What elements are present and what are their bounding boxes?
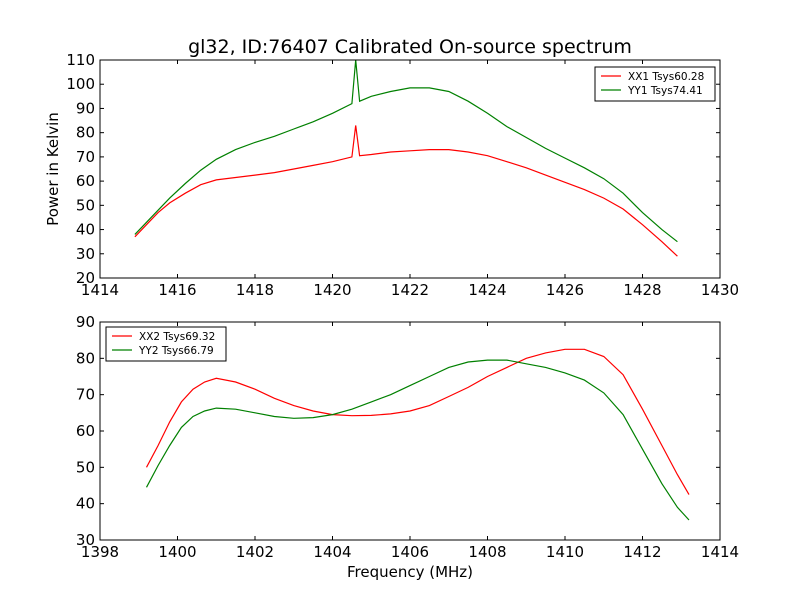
y-tick-label: 90 [76,99,95,117]
y-axis-label: Power in Kelvin [44,112,62,226]
y-tick-label: 60 [76,172,95,190]
y-tick-label: 20 [76,269,95,287]
x-tick-label: 1408 [468,543,506,561]
y-tick-label: 70 [76,148,95,166]
y-tick-label: 40 [76,221,95,239]
chart-title: gl32, ID:76407 Calibrated On-source spec… [188,36,632,58]
series-line-xx1 [134,125,678,257]
legend-box [105,326,227,362]
x-tick-label: 1428 [623,281,661,299]
y-tick-label: 60 [76,422,95,440]
y-tick-label: 80 [76,124,95,142]
legend-entry: YY1 Tsys74.41 [627,85,703,97]
x-tick-label: 1418 [236,281,274,299]
x-tick-label: 1416 [158,281,196,299]
y-tick-label: 100 [66,75,95,93]
series-line-yy1 [134,60,678,243]
y-tick-label: 50 [76,458,95,476]
x-tick-label: 1402 [236,543,274,561]
x-tick-label: 1422 [391,281,429,299]
legend-box [594,66,716,102]
x-tick-label: 1412 [623,543,661,561]
x-tick-label: 1400 [158,543,196,561]
x-tick-label: 1410 [546,543,584,561]
x-tick-label: 1430 [701,281,739,299]
series-line-xx2 [145,348,690,495]
x-tick-label: 1414 [701,543,739,561]
y-tick-label: 80 [76,349,95,367]
y-tick-label: 110 [66,51,95,69]
x-tick-label: 1426 [546,281,584,299]
x-axis-label: Frequency (MHz) [347,563,473,581]
y-tick-label: 50 [76,196,95,214]
y-tick-label: 70 [76,386,95,404]
x-tick-label: 1404 [313,543,351,561]
series-line-yy2 [145,359,690,521]
x-tick-label: 1406 [391,543,429,561]
legend-entry: YY2 Tsys66.79 [138,345,214,357]
x-tick-label: 1420 [313,281,351,299]
y-tick-label: 40 [76,495,95,513]
x-tick-label: 1414 [81,281,119,299]
legend-entry: XX1 Tsys60.28 [628,71,704,83]
y-tick-label: 90 [76,313,95,331]
y-tick-label: 30 [76,531,95,549]
legend-entry: XX2 Tsys69.32 [139,331,215,343]
y-tick-label: 30 [76,245,95,263]
x-tick-label: 1398 [81,543,119,561]
x-tick-label: 1424 [468,281,506,299]
